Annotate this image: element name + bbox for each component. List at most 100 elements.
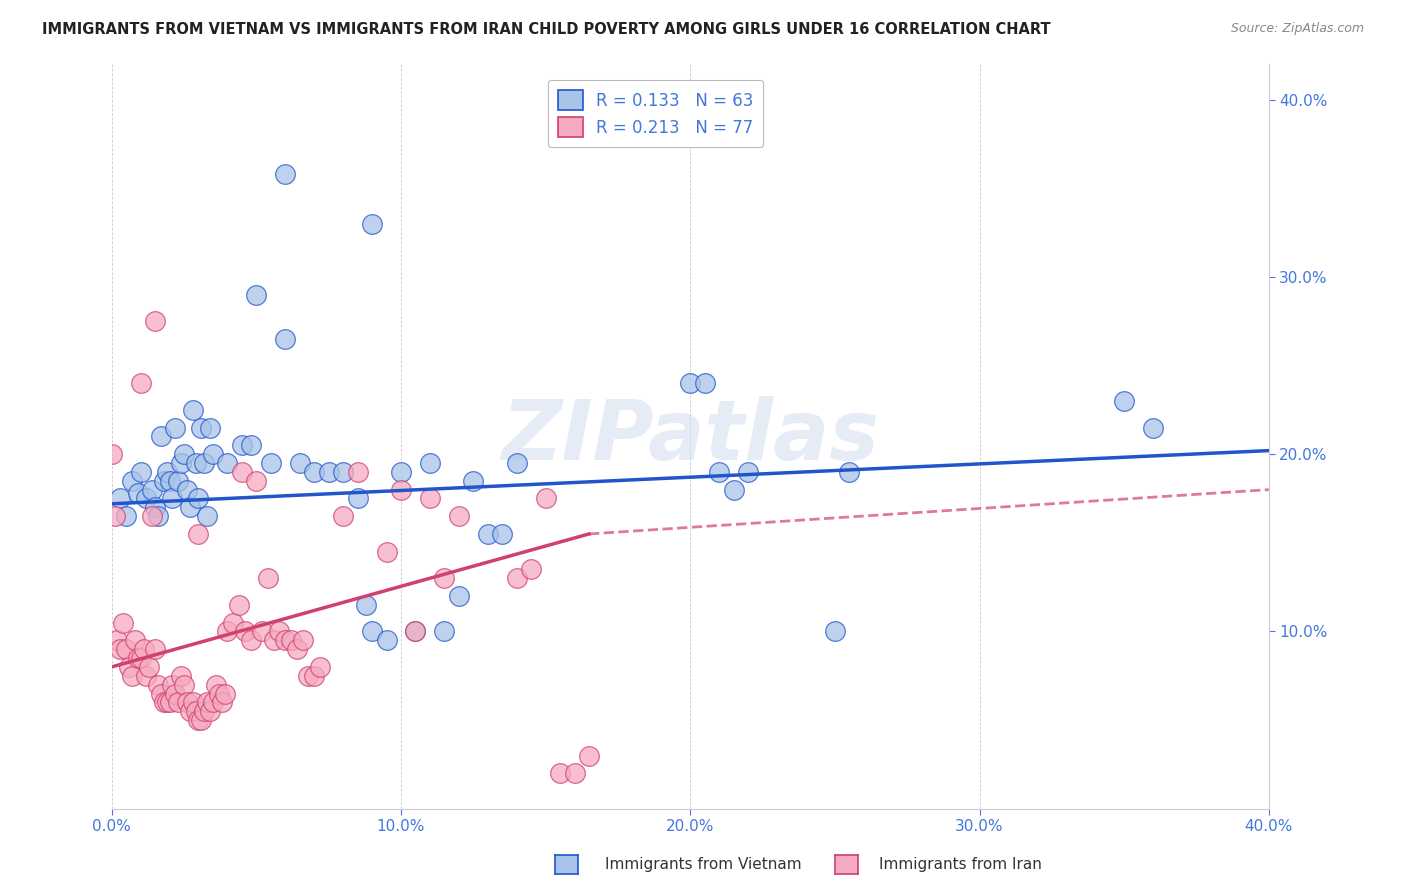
Point bbox=[737, 465, 759, 479]
Point bbox=[389, 465, 412, 479]
Point bbox=[361, 217, 384, 231]
Point bbox=[679, 376, 702, 391]
Point bbox=[245, 474, 267, 488]
Point bbox=[170, 669, 193, 683]
Point bbox=[135, 669, 157, 683]
Point bbox=[115, 642, 138, 657]
Point bbox=[274, 633, 297, 648]
Text: Immigrants from Iran: Immigrants from Iran bbox=[879, 857, 1042, 872]
Point bbox=[118, 660, 141, 674]
Point bbox=[152, 695, 174, 709]
Point bbox=[100, 447, 122, 461]
Point bbox=[141, 509, 163, 524]
Point bbox=[309, 660, 332, 674]
Point bbox=[578, 748, 600, 763]
Text: Immigrants from Vietnam: Immigrants from Vietnam bbox=[605, 857, 801, 872]
Point bbox=[505, 456, 527, 470]
Point bbox=[257, 571, 280, 585]
Point bbox=[346, 491, 368, 506]
Point bbox=[193, 704, 215, 718]
Point bbox=[124, 633, 146, 648]
Point bbox=[121, 474, 143, 488]
Point bbox=[285, 642, 308, 657]
Point bbox=[356, 598, 378, 612]
Point bbox=[302, 465, 325, 479]
Point bbox=[110, 491, 132, 506]
Point bbox=[198, 704, 221, 718]
Point bbox=[211, 695, 233, 709]
Point bbox=[491, 527, 513, 541]
Point bbox=[332, 465, 354, 479]
Point bbox=[162, 491, 184, 506]
Point bbox=[302, 669, 325, 683]
Point bbox=[389, 483, 412, 497]
Point bbox=[217, 624, 239, 639]
Point bbox=[129, 376, 152, 391]
Point bbox=[239, 633, 262, 648]
Point bbox=[505, 571, 527, 585]
Point bbox=[198, 420, 221, 434]
Point bbox=[167, 695, 190, 709]
Point bbox=[146, 678, 169, 692]
Point bbox=[433, 624, 456, 639]
Point bbox=[447, 589, 470, 603]
Text: Source: ZipAtlas.com: Source: ZipAtlas.com bbox=[1230, 22, 1364, 36]
Point bbox=[548, 766, 571, 780]
Point bbox=[104, 509, 127, 524]
Point bbox=[217, 456, 239, 470]
Point bbox=[187, 527, 209, 541]
Point bbox=[222, 615, 245, 630]
Point bbox=[280, 633, 302, 648]
Point bbox=[149, 686, 172, 700]
Point bbox=[181, 695, 204, 709]
Point bbox=[263, 633, 285, 648]
Point bbox=[149, 429, 172, 443]
Point bbox=[143, 314, 166, 328]
Point bbox=[156, 695, 179, 709]
Point bbox=[173, 678, 195, 692]
Point bbox=[274, 332, 297, 346]
Point bbox=[723, 483, 745, 497]
Point bbox=[404, 624, 426, 639]
Point bbox=[346, 465, 368, 479]
Point bbox=[159, 695, 181, 709]
Point bbox=[447, 509, 470, 524]
Point bbox=[463, 474, 485, 488]
Point bbox=[419, 491, 441, 506]
Point bbox=[824, 624, 846, 639]
Point bbox=[564, 766, 586, 780]
Point bbox=[159, 474, 181, 488]
Point bbox=[152, 474, 174, 488]
Point bbox=[190, 713, 212, 727]
Point bbox=[143, 500, 166, 515]
Legend: R = 0.133   N = 63, R = 0.213   N = 77: R = 0.133 N = 63, R = 0.213 N = 77 bbox=[548, 80, 763, 147]
Point bbox=[1142, 420, 1164, 434]
Point bbox=[162, 678, 184, 692]
Point bbox=[195, 509, 218, 524]
Point bbox=[132, 642, 155, 657]
Point bbox=[433, 571, 456, 585]
Point bbox=[245, 287, 267, 301]
Point bbox=[693, 376, 716, 391]
Point bbox=[201, 447, 224, 461]
Point bbox=[233, 624, 256, 639]
Point bbox=[127, 651, 149, 665]
Point bbox=[208, 686, 231, 700]
Point bbox=[165, 686, 187, 700]
Point bbox=[297, 669, 319, 683]
Point bbox=[170, 456, 193, 470]
Point bbox=[534, 491, 557, 506]
Point bbox=[129, 465, 152, 479]
Point bbox=[1114, 393, 1136, 408]
Point bbox=[195, 695, 218, 709]
Point bbox=[143, 642, 166, 657]
Point bbox=[269, 624, 291, 639]
Point bbox=[184, 456, 207, 470]
Point bbox=[274, 167, 297, 181]
Point bbox=[129, 651, 152, 665]
Point bbox=[184, 704, 207, 718]
Point bbox=[332, 509, 354, 524]
Point bbox=[190, 420, 212, 434]
Point bbox=[288, 456, 311, 470]
Point bbox=[404, 624, 426, 639]
